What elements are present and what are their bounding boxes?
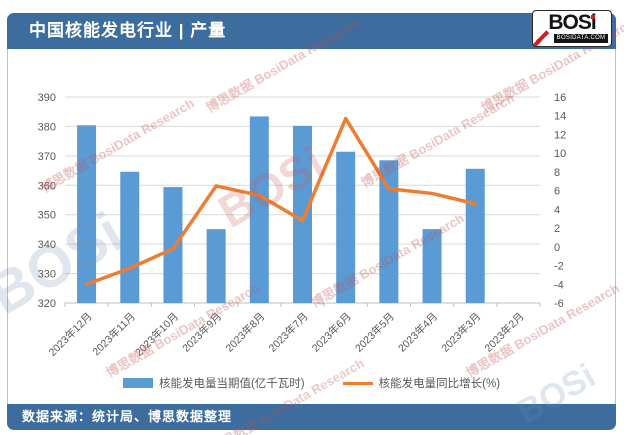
x-tick-label: 2023年12月 — [46, 310, 95, 359]
bar-2023年5月 — [379, 160, 399, 303]
x-tick-label: 2023年10月 — [132, 310, 181, 359]
growth-line — [84, 116, 477, 287]
y-left-tick-label: 320 — [38, 298, 56, 310]
bar-2023年10月 — [163, 187, 183, 303]
y-right-tick-label: 6 — [554, 186, 560, 198]
bosi-logo-domain: BOSIDATA.COM — [554, 34, 608, 43]
bar-2023年12月 — [77, 125, 97, 303]
logo-stripe-icon — [533, 38, 542, 46]
y-right-tick-label: 16 — [554, 92, 566, 104]
legend-item-line: 核能发电量同比增长(%) — [342, 375, 501, 391]
y-right-tick-label: -2 — [554, 261, 564, 273]
bosi-logo-text: BOSi — [548, 11, 596, 34]
footer-banner: 数据来源：统计局、博思数据整理 — [7, 404, 616, 430]
y-right-tick-label: -4 — [554, 279, 564, 291]
x-tick-label: 2023年11月 — [90, 310, 138, 358]
bar-2023年7月 — [293, 125, 312, 303]
y-right-tick-label: 8 — [554, 167, 560, 179]
production-chart: 320 330 340 350 360 370 380 390 16 14 12 10 8 6 4 2 0 -2 -… — [38, 92, 567, 359]
legend-line-swatch — [342, 381, 373, 385]
bosi-logo: BOSi BOSIDATA.COM — [532, 10, 612, 47]
x-tick-label: 2023年7月 — [266, 310, 311, 355]
legend-bar-label: 核能发电量当期值(亿千瓦时) — [158, 378, 305, 390]
legend-bar-swatch — [122, 378, 153, 388]
x-tick-label: 2023年3月 — [439, 310, 484, 355]
page-title: 中国核能发电行业 | 产量 — [29, 21, 227, 40]
x-tick-label: 2023年9月 — [180, 310, 225, 355]
y-left-tick-label: 380 — [38, 121, 56, 133]
y-right-tick-label: 0 — [554, 242, 560, 254]
y-right-tick-label: 12 — [554, 129, 566, 141]
bar-2023年6月 — [336, 151, 356, 303]
data-source-text: 数据来源：统计局、博思数据整理 — [22, 409, 233, 424]
chart-region: 320 330 340 350 360 370 380 390 16 14 12 10 8 6 4 2 0 -2 -… — [8, 49, 615, 404]
x-tick-label: 2023年5月 — [352, 310, 397, 355]
bar-2023年11月 — [120, 171, 140, 303]
y-right-tick-label: 10 — [554, 148, 566, 160]
chart-legend: 核能发电量当期值(亿千瓦时) 核能发电量同比增长(%) — [8, 375, 615, 391]
bar-2023年8月 — [249, 116, 269, 304]
bar-2023年9月 — [206, 229, 226, 303]
logo-i-dot — [591, 15, 595, 19]
header-banner: 中国核能发电行业 | 产量 — [7, 13, 616, 49]
y-right-tick-label: 2 — [554, 223, 560, 235]
y-right-tick-label: 14 — [554, 111, 566, 123]
y-left-tick-label: 330 — [38, 269, 56, 281]
y-left-tick-label: 340 — [38, 239, 56, 251]
y-right-tick-label: 4 — [554, 204, 560, 216]
legend-item-bar: 核能发电量当期值(亿千瓦时) — [122, 375, 305, 391]
legend-line-label: 核能发电量同比增长(%) — [378, 378, 501, 390]
x-tick-label: 2023年8月 — [223, 310, 268, 355]
x-tick-label: 2023年2月 — [482, 310, 527, 355]
y-left-tick-label: 350 — [38, 210, 56, 222]
bar-2023年4月 — [422, 229, 442, 303]
x-tick-label: 2023年6月 — [309, 310, 354, 355]
y-right-tick-label: -6 — [554, 298, 564, 310]
x-tick-label: 2023年4月 — [395, 310, 440, 355]
y-left-tick-label: 360 — [38, 180, 56, 192]
bar-2023年3月 — [465, 168, 485, 303]
y-left-tick-label: 370 — [38, 151, 56, 163]
y-left-tick-label: 390 — [38, 92, 56, 104]
